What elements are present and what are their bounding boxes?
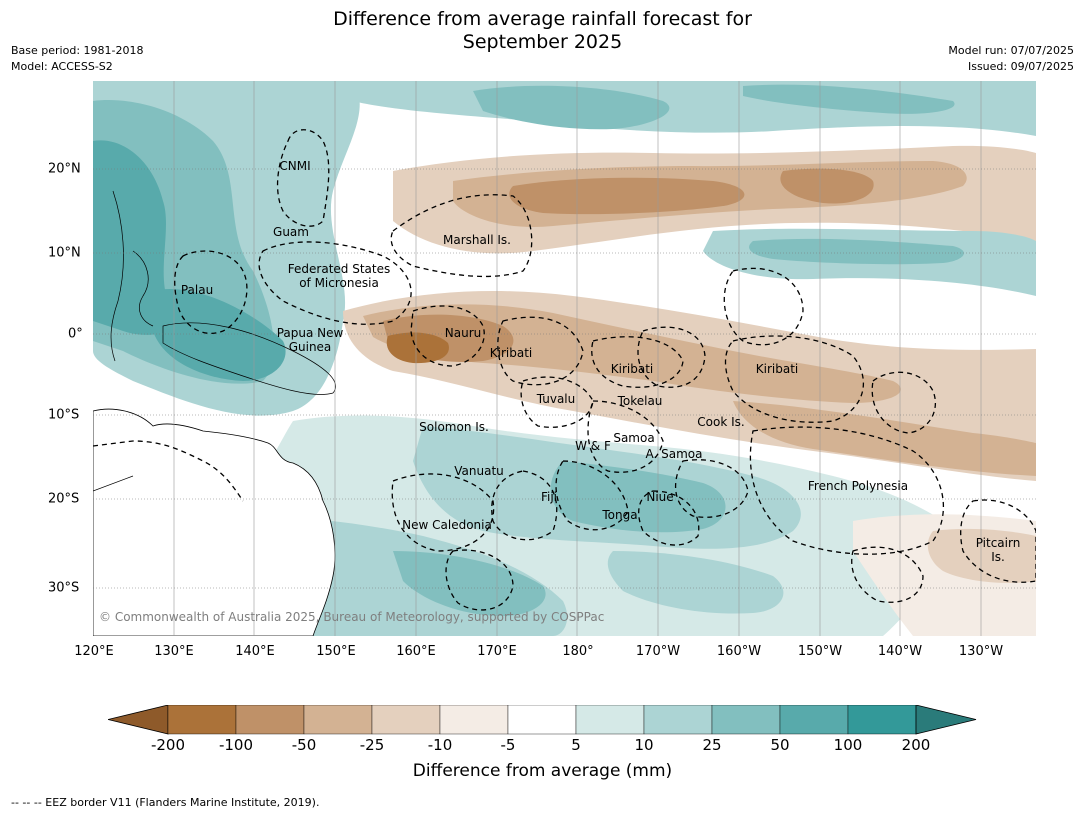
label-kiribati-east: Kiribati: [755, 362, 799, 376]
label-nauru: Nauru: [444, 326, 482, 340]
title-line-1: Difference from average rainfall forecas…: [333, 8, 752, 30]
title-line-2: September 2025: [462, 31, 623, 53]
colorbar-label: Difference from average (mm): [412, 761, 673, 781]
lon-tick-140w: 140°W: [877, 644, 923, 659]
label-american-samoa: A. Samoa: [645, 447, 703, 461]
colorbar-tick: 50: [770, 736, 790, 754]
lon-tick-170e: 170°E: [477, 644, 517, 659]
label-new-caledonia: New Caledonia: [402, 518, 492, 532]
lat-tick-30s: 30°S: [48, 580, 80, 596]
model-name: Model: ACCESS-S2: [11, 60, 113, 73]
label-fsm-1: Federated States: [287, 262, 391, 276]
lat-tick-0: 0°: [68, 326, 83, 342]
lon-tick-130w: 130°W: [958, 644, 1004, 659]
colorbar-tick: 200: [901, 736, 931, 754]
colorbar-tick: -100: [218, 736, 254, 754]
rainfall-map: CNMI Guam Marshall Is. Federated States …: [93, 81, 1036, 636]
lat-tick-10s: 10°S: [48, 407, 80, 423]
issued-date: Issued: 09/07/2025: [967, 60, 1074, 73]
model-run: Model run: 07/07/2025: [948, 44, 1074, 57]
colorbar-cell: [167, 705, 237, 735]
colorbar-tick: 10: [634, 736, 654, 754]
label-fiji: Fiji: [540, 490, 558, 504]
label-marshall: Marshall Is.: [443, 233, 511, 247]
label-pitcairn-2: Is.: [991, 550, 1005, 564]
label-palau: Palau: [180, 283, 214, 297]
label-tuvalu: Tuvalu: [536, 392, 576, 406]
colorbar-extend-high: [915, 705, 977, 735]
colorbar-cell: [371, 705, 441, 735]
label-cnmi: CNMI: [279, 159, 311, 173]
label-guam: Guam: [273, 225, 309, 239]
colorbar-cell: [711, 705, 781, 735]
lon-tick-130e: 130°E: [154, 644, 194, 659]
label-kiribati-west: Kiribati: [489, 346, 533, 360]
lon-tick-170w: 170°W: [635, 644, 681, 659]
colorbar-tick: -5: [500, 736, 516, 754]
colorbar-cell: [439, 705, 509, 735]
colorbar-cell: [575, 705, 645, 735]
lon-tick-180: 180°: [562, 644, 594, 659]
colorbar-cell: [235, 705, 305, 735]
label-cook: Cook Is.: [697, 415, 745, 429]
colorbar-cell: [643, 705, 713, 735]
colorbar-cell: [847, 705, 917, 735]
colorbar-extend-low: [108, 705, 169, 735]
label-vanuatu: Vanuatu: [454, 464, 504, 478]
lon-tick-160e: 160°E: [396, 644, 436, 659]
lat-tick-20s: 20°S: [48, 491, 80, 507]
colorbar-tick: -25: [359, 736, 385, 754]
label-wallis-futuna: W & F: [575, 439, 611, 453]
colorbar-cell: [507, 705, 577, 735]
label-niue: Niue: [646, 490, 674, 504]
colorbar-tick: -200: [150, 736, 186, 754]
lon-tick-120e: 120°E: [74, 644, 114, 659]
meta-right: Model run: 07/07/2025 Issued: 09/07/2025: [948, 43, 1074, 75]
label-solomon: Solomon Is.: [419, 420, 489, 434]
colorbar: [108, 705, 977, 735]
colorbar-tick: 100: [833, 736, 863, 754]
label-png-2: Guinea: [288, 340, 332, 354]
colorbar-tick: -10: [427, 736, 453, 754]
map-canvas: [93, 81, 1036, 636]
copyright-notice: © Commonwealth of Australia 2025, Bureau…: [99, 610, 605, 624]
lat-tick-20n: 20°N: [48, 161, 81, 177]
label-samoa: Samoa: [613, 431, 655, 445]
label-fsm-2: of Micronesia: [299, 276, 379, 290]
colorbar-cell: [779, 705, 849, 735]
map-title: Difference from average rainfall forecas…: [0, 8, 1085, 54]
lon-tick-160w: 160°W: [716, 644, 762, 659]
lat-tick-10n: 10°N: [48, 245, 81, 261]
lon-tick-140e: 140°E: [235, 644, 275, 659]
meta-left: Base period: 1981-2018 Model: ACCESS-S2: [11, 43, 143, 75]
label-tokelau: Tokelau: [617, 394, 663, 408]
label-pitcairn-1: Pitcairn: [975, 536, 1021, 550]
lon-tick-150e: 150°E: [316, 644, 356, 659]
label-kiribati-central: Kiribati: [610, 362, 654, 376]
colorbar-cell: [303, 705, 373, 735]
colorbar-tick: 25: [702, 736, 722, 754]
colorbar-tick: -50: [291, 736, 317, 754]
colorbar-tick: 5: [571, 736, 581, 754]
base-period: Base period: 1981-2018: [11, 44, 144, 57]
eez-legend: -- -- -- EEZ border V11 (Flanders Marine…: [11, 796, 320, 809]
label-tonga: Tonga: [602, 508, 638, 522]
lon-tick-150w: 150°W: [797, 644, 843, 659]
label-png-1: Papua New: [276, 326, 344, 340]
label-french-polynesia: French Polynesia: [807, 479, 909, 493]
